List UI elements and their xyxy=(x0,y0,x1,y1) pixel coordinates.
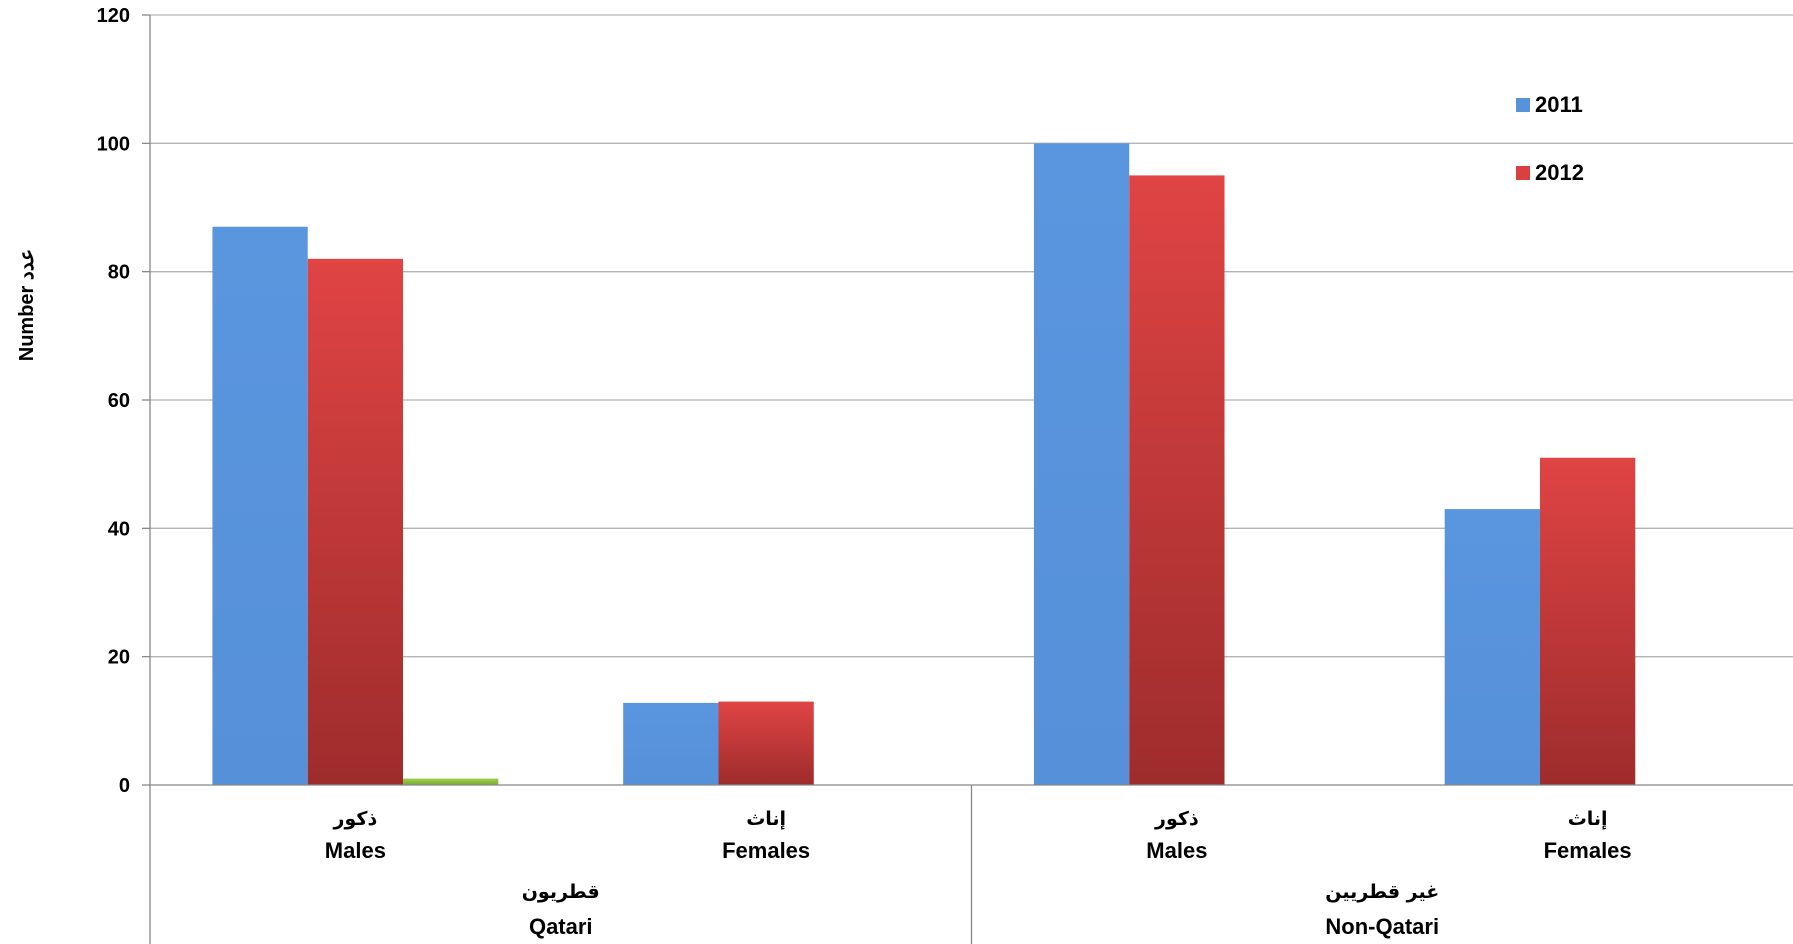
category-label-ar: ذكور xyxy=(333,808,378,830)
group-label-ar: قطريون xyxy=(522,881,600,903)
bar xyxy=(1129,175,1225,785)
group-label-en: Qatari xyxy=(529,914,593,939)
legend-swatch xyxy=(1516,98,1530,112)
y-tick-label: 20 xyxy=(108,647,130,669)
y-tick-label: 80 xyxy=(108,262,130,284)
bar xyxy=(212,226,308,785)
group-label-ar: غير قطريين xyxy=(1325,881,1439,903)
category-labels: قطريون Qatari غير قطريين Non-Qatari ذكور Male… xyxy=(325,808,1632,939)
group-label-en: Non-Qatari xyxy=(1325,914,1439,939)
bar xyxy=(718,701,814,785)
y-axis-label: Number عدد xyxy=(16,249,38,361)
category-label-ar: إناث xyxy=(746,808,786,830)
y-tick-label: 40 xyxy=(108,518,130,540)
bar xyxy=(1539,457,1636,785)
bar xyxy=(623,702,719,785)
category-label-en: Males xyxy=(1146,838,1207,863)
bar xyxy=(307,258,404,785)
category-label-en: Males xyxy=(325,838,386,863)
legend: 2011 2012 xyxy=(1516,92,1584,185)
category-label-en: Females xyxy=(1544,838,1632,863)
bar xyxy=(403,778,499,785)
y-tick-label: 60 xyxy=(108,390,130,412)
bar xyxy=(1444,509,1540,785)
bar xyxy=(1033,143,1130,786)
legend-label: 2012 xyxy=(1535,160,1584,185)
category-label-ar: إناث xyxy=(1568,808,1608,830)
legend-swatch xyxy=(1516,166,1530,180)
category-label-en: Females xyxy=(722,838,810,863)
y-tick-label: 0 xyxy=(119,775,130,797)
bars xyxy=(212,143,1636,786)
y-tick-label: 100 xyxy=(97,133,130,155)
axes: 0 20 40 60 80 100 120 xyxy=(97,5,1793,944)
y-tick-label: 120 xyxy=(97,5,130,27)
legend-label: 2011 xyxy=(1535,92,1583,117)
category-label-ar: ذكور xyxy=(1154,808,1199,830)
